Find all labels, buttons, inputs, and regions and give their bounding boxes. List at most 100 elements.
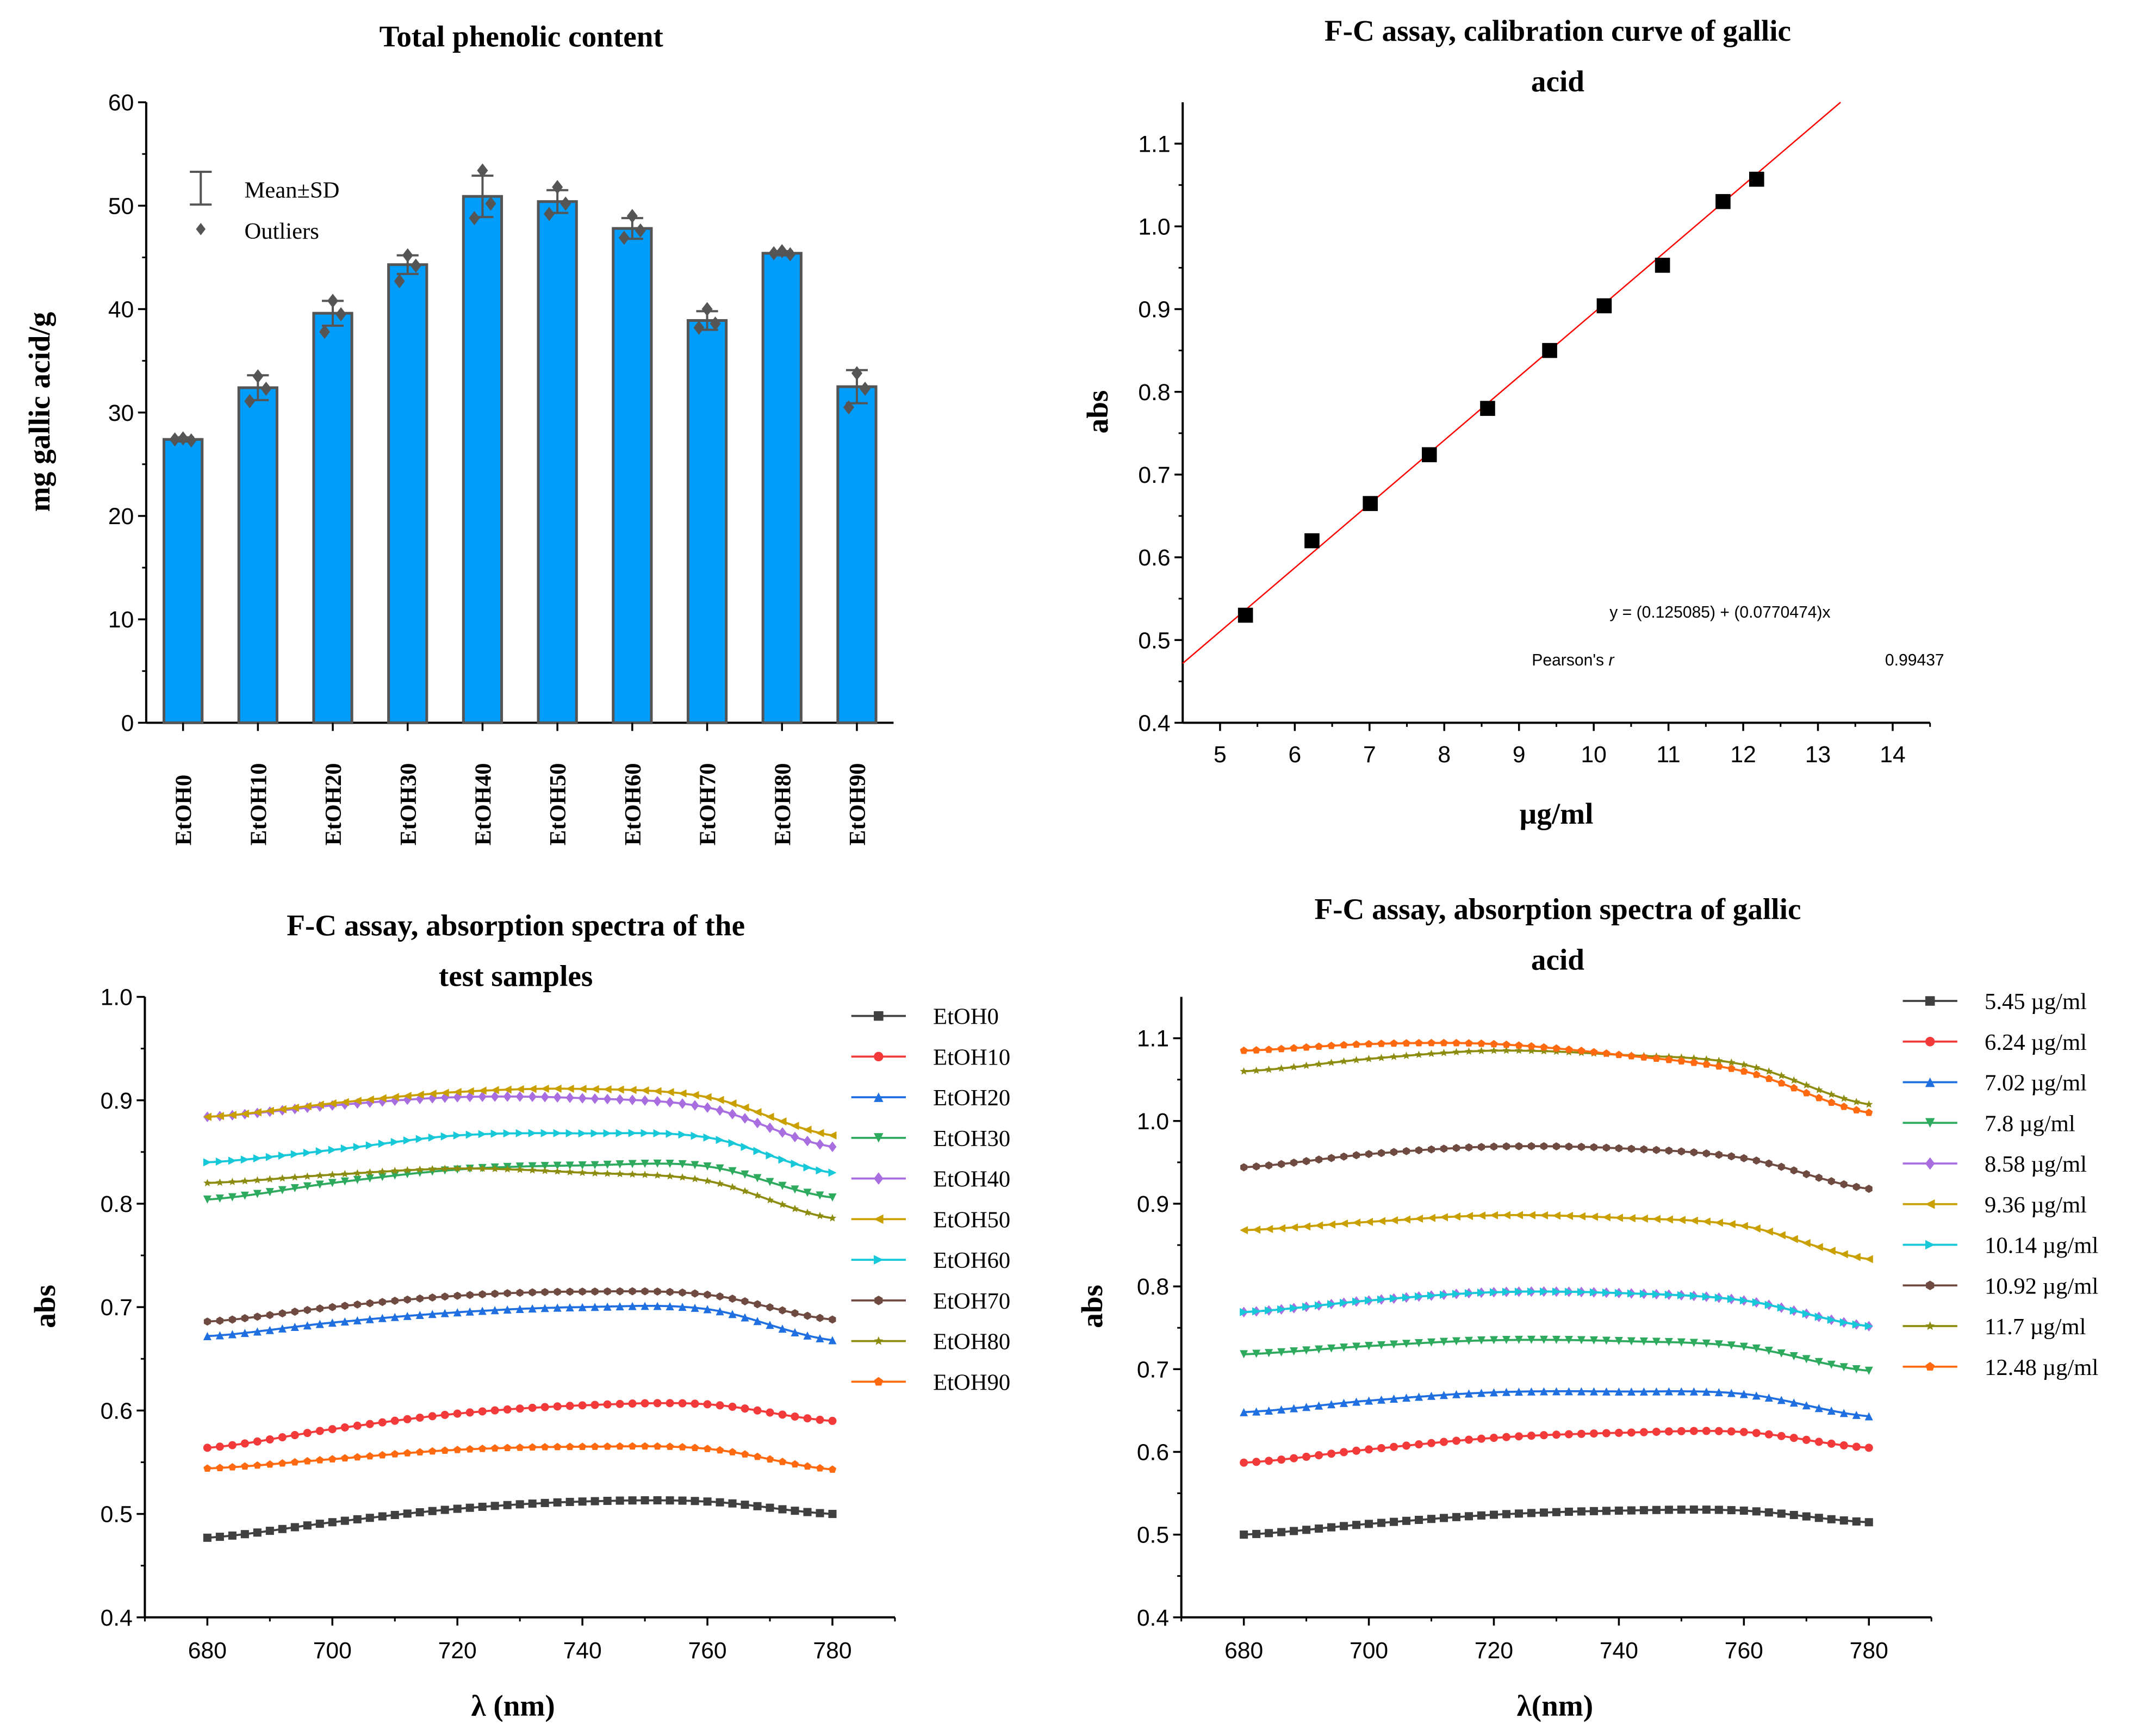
series-etoh30 (203, 1159, 837, 1204)
data-point (1777, 1396, 1786, 1404)
data-point (666, 1399, 674, 1408)
data-point (1315, 1345, 1323, 1354)
data-point (1477, 1039, 1485, 1047)
data-point (629, 1287, 636, 1296)
data-point (1428, 1145, 1435, 1154)
data-point (1440, 1038, 1448, 1047)
data-point (653, 1496, 662, 1504)
data-point (1677, 1338, 1686, 1347)
data-point (1240, 1163, 1248, 1172)
data-point (691, 1131, 699, 1140)
data-point (240, 1439, 249, 1448)
x-tick-label: 7 (1363, 742, 1376, 768)
data-point (253, 1461, 262, 1469)
x-tick-label: EtOH60 (620, 763, 646, 846)
data-point (490, 1502, 499, 1510)
data-point (604, 1287, 611, 1296)
data-point (465, 1307, 474, 1316)
data-point (666, 1160, 674, 1168)
data-point (1702, 1292, 1711, 1301)
data-point (515, 1091, 524, 1102)
data-point (266, 1311, 273, 1320)
data-point (1302, 1043, 1310, 1051)
data-point (1765, 1074, 1773, 1082)
legend-marker (1925, 1361, 1935, 1371)
data-point (565, 1092, 574, 1103)
data-point (728, 1099, 737, 1108)
data-point (1489, 1510, 1498, 1519)
data-point (1739, 1506, 1748, 1515)
data-point (703, 1162, 712, 1171)
bar (163, 438, 204, 724)
data-point (265, 1326, 274, 1334)
data-point (378, 1451, 387, 1459)
data-point (1315, 1301, 1323, 1310)
data-point (503, 1443, 512, 1452)
y-axis-label: mg gallic acid/g (23, 312, 56, 512)
data-point (490, 1129, 499, 1138)
data-point (1452, 1048, 1460, 1056)
data-point (1840, 1180, 1848, 1189)
data-point (741, 1142, 749, 1151)
data-point (1690, 1054, 1698, 1062)
legend-label: 9.36 µg/ml (1985, 1192, 2087, 1218)
data-point (1627, 1289, 1636, 1298)
data-point (828, 1336, 837, 1345)
y-tick-label: 0.5 (1138, 627, 1170, 654)
data-point (341, 1302, 349, 1310)
data-point (741, 1501, 749, 1509)
data-point (766, 1321, 774, 1329)
data-point (1315, 1155, 1323, 1164)
data-point (1327, 1344, 1336, 1353)
data-point (328, 1425, 337, 1434)
data-point (215, 1442, 224, 1451)
data-point (766, 1196, 774, 1204)
data-point (1290, 1158, 1298, 1167)
data-point (666, 1442, 674, 1450)
data-point (1352, 1342, 1361, 1351)
data-point (828, 1141, 837, 1153)
data-point (716, 1401, 724, 1410)
data-point (1489, 1211, 1498, 1219)
data-point (716, 1498, 724, 1507)
data-point (477, 163, 488, 178)
data-point (515, 1500, 524, 1509)
data-point (1427, 1038, 1435, 1047)
x-tick-label: EtOH50 (545, 763, 571, 846)
data-point (678, 1089, 687, 1098)
data-point (1527, 1432, 1535, 1440)
x-tick-label: 720 (1475, 1638, 1513, 1664)
legend-label: Mean±SD (245, 178, 340, 203)
data-point (1727, 1295, 1736, 1303)
bar (686, 319, 728, 724)
data-point (741, 1297, 749, 1306)
data-point (1789, 1235, 1798, 1243)
data-point (1714, 1340, 1723, 1349)
y-tick-label: 0.6 (1137, 1439, 1169, 1465)
data-point (228, 1463, 237, 1471)
data-point (615, 1442, 624, 1450)
data-point (453, 1504, 462, 1513)
series-10-92-g-ml (1240, 1142, 1873, 1193)
data-point (1415, 1392, 1423, 1401)
series-etoh0 (203, 1496, 837, 1542)
data-point (328, 1318, 337, 1327)
data-point (1640, 1053, 1648, 1061)
y-axis-label: abs (1081, 390, 1114, 434)
data-point (1802, 1081, 1811, 1089)
data-point (1365, 1342, 1373, 1351)
y-tick-label: 60 (108, 90, 134, 116)
series-9-36-g-ml (1240, 1211, 1873, 1264)
data-point (703, 1177, 712, 1185)
data-point (1639, 1428, 1648, 1436)
data-point (1427, 1214, 1436, 1222)
data-point (465, 1503, 474, 1512)
data-point (1527, 1509, 1535, 1517)
data-point (716, 1446, 724, 1454)
data-point (1802, 1239, 1811, 1247)
data-point (453, 1308, 462, 1317)
data-point (1365, 1040, 1373, 1048)
data-point (403, 1509, 412, 1518)
data-point (1240, 1226, 1248, 1235)
